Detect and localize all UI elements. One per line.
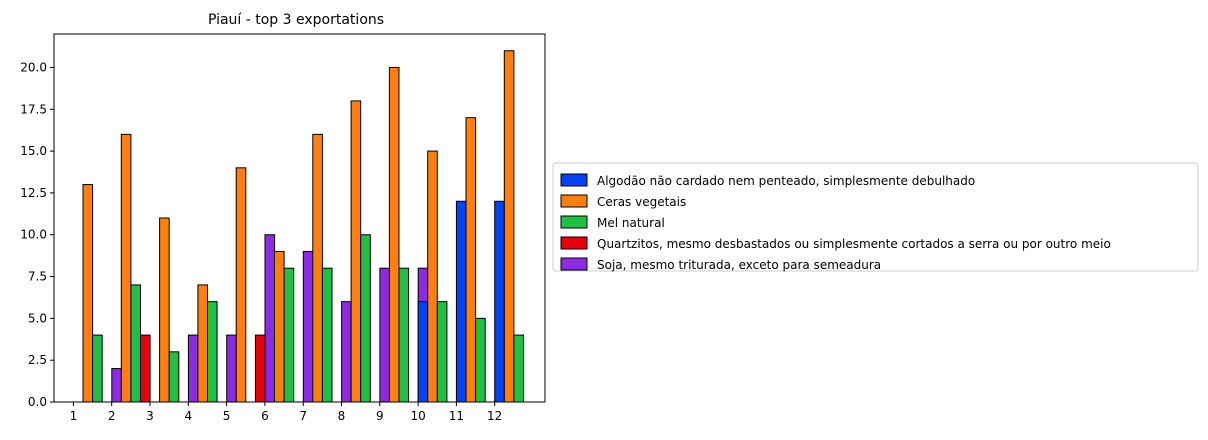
bar xyxy=(264,234,276,403)
bar xyxy=(427,150,438,403)
bar xyxy=(283,267,295,403)
x-tick-label: 10 xyxy=(410,409,425,423)
x-tick-label: 5 xyxy=(223,409,231,423)
legend-swatch xyxy=(560,194,588,208)
legend-swatch xyxy=(560,257,588,271)
bar xyxy=(274,250,285,403)
bar xyxy=(388,66,400,403)
x-tick-label: 2 xyxy=(108,409,116,423)
legend-label: Algodão não cardado nem penteado, simple… xyxy=(597,174,975,188)
x-tick-label: 1 xyxy=(70,409,78,423)
bar xyxy=(140,334,151,403)
x-tick-label: 8 xyxy=(338,409,346,423)
bar xyxy=(168,351,180,403)
legend-label: Soja, mesmo triturada, exceto para semea… xyxy=(597,258,881,272)
x-tick-label: 6 xyxy=(261,409,269,423)
x-tick-label: 7 xyxy=(299,409,307,423)
x-tick-label: 3 xyxy=(146,409,154,423)
bar xyxy=(503,50,515,403)
y-tick-label: 7.5 xyxy=(28,270,47,284)
bar xyxy=(254,334,266,403)
bar xyxy=(455,200,467,403)
bar xyxy=(226,334,237,403)
bar xyxy=(312,133,323,403)
bar xyxy=(417,301,429,403)
bar xyxy=(360,234,371,403)
chart-title: Piauí - top 3 exportations xyxy=(208,12,384,28)
bar xyxy=(379,267,390,403)
x-tick-label: 12 xyxy=(487,409,502,423)
y-tick-label: 5.0 xyxy=(28,311,47,325)
y-tick-label: 10.0 xyxy=(20,228,47,242)
x-tick-label: 4 xyxy=(184,409,192,423)
legend-swatch xyxy=(560,236,588,250)
y-tick-label: 17.5 xyxy=(20,102,47,116)
bar xyxy=(341,301,352,403)
y-tick-label: 12.5 xyxy=(20,186,47,200)
y-tick-label: 2.5 xyxy=(28,353,47,367)
legend-label: Mel natural xyxy=(597,216,665,230)
legend-swatch xyxy=(560,173,588,187)
bar xyxy=(111,368,122,403)
legend-label: Ceras vegetais xyxy=(597,195,686,209)
bar xyxy=(436,301,448,403)
bar xyxy=(159,217,170,403)
bar xyxy=(513,334,525,403)
bar xyxy=(235,167,247,403)
bar xyxy=(302,250,314,403)
plot-frame xyxy=(53,33,546,403)
legend-box xyxy=(552,162,1199,272)
bar xyxy=(120,133,132,403)
bar xyxy=(130,284,141,403)
bar xyxy=(207,301,218,403)
x-tick-label: 9 xyxy=(376,409,384,423)
legend: Algodão não cardado nem penteado, simple… xyxy=(552,162,1199,272)
legend-label: Quartzitos, mesmo desbastados ou simples… xyxy=(597,237,1111,251)
y-tick-label: 15.0 xyxy=(20,144,47,158)
bar xyxy=(92,334,103,403)
bar xyxy=(398,267,410,403)
y-tick-label: 20.0 xyxy=(20,60,47,74)
y-axis: 0.0 2.5 5.0 7.5 10.0 12.5 15.0 17.5 20.0 xyxy=(20,60,54,409)
legend-swatch xyxy=(560,215,588,229)
bar xyxy=(187,334,199,403)
bar xyxy=(465,117,477,403)
bars-group xyxy=(82,50,525,403)
bar xyxy=(321,267,333,403)
bar xyxy=(494,200,505,403)
bar xyxy=(82,184,94,403)
y-tick-label: 0.0 xyxy=(28,395,47,409)
bar xyxy=(475,317,486,403)
x-axis: 1 2 3 4 5 6 7 8 9 10 11 12 xyxy=(70,402,502,423)
bar xyxy=(350,100,362,403)
x-tick-label: 11 xyxy=(449,409,464,423)
bar xyxy=(197,284,208,403)
